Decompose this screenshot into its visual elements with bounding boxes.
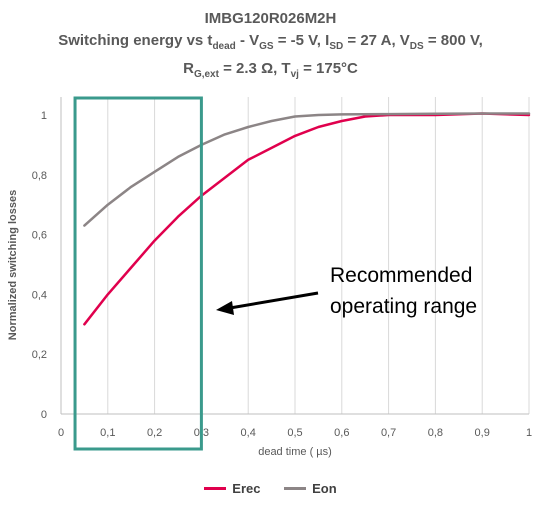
chart-title: IMBG120R026M2H Switching energy vs tdead… [0,8,541,86]
x-tick-label: 1 [526,427,532,439]
annotation-line-2: operating range [330,295,477,318]
x-tick-label: 0,7 [381,427,396,439]
x-tick-label: 0,8 [428,427,443,439]
y-tick-label: 0,8 [32,170,47,182]
legend-swatch-eon [284,487,307,490]
legend-item-erec: Erec [204,481,261,496]
y-tick-label: 0,4 [32,289,47,301]
x-tick-label: 0,6 [334,427,349,439]
legend-label-eon: Eon [312,481,337,496]
x-tick-label: 0,4 [241,427,256,439]
tick-labels: 0 0,1 0,2 0,3 0,4 0,5 0,6 0,7 0,8 0,9 100,20,40,60… [32,110,532,439]
annotation-line-1: Recommended [330,264,472,287]
series-line-eon [83,112,531,227]
chart-title-line-3: RG,ext = 2.3 Ω, Tvj = 175°C [183,60,358,80]
chart-title-line-1: IMBG120R026M2H [204,10,337,27]
x-tick-label: 0,9 [475,427,490,439]
chart-title-line-2: Switching energy vs tdead - VGS = -5 V, … [58,32,483,52]
legend-item-eon: Eon [284,481,337,496]
x-tick-label: 0,5 [287,427,302,439]
series-line-erec [83,112,531,326]
x-axis-label: dead time ( µs) [258,446,332,458]
y-tick-label: 0,6 [32,230,47,242]
annotation-arrow [216,291,319,315]
y-tick-label: 0,2 [32,349,47,361]
y-tick-label: 1 [41,110,47,122]
x-tick-label: 0 [58,427,64,439]
grid [107,97,530,414]
x-tick-label: 0,1 [100,427,115,439]
legend-label-erec: Erec [232,481,261,496]
y-tick-label: 0 [41,409,47,421]
recommended-range-box [73,96,203,451]
axes [60,97,529,415]
x-tick-label: 0,2 [147,427,162,439]
series-lines [83,112,531,326]
legend: Erec Eon [0,478,541,496]
y-axis-label: Normalized switching losses [7,190,19,340]
legend-swatch-erec [204,487,227,490]
